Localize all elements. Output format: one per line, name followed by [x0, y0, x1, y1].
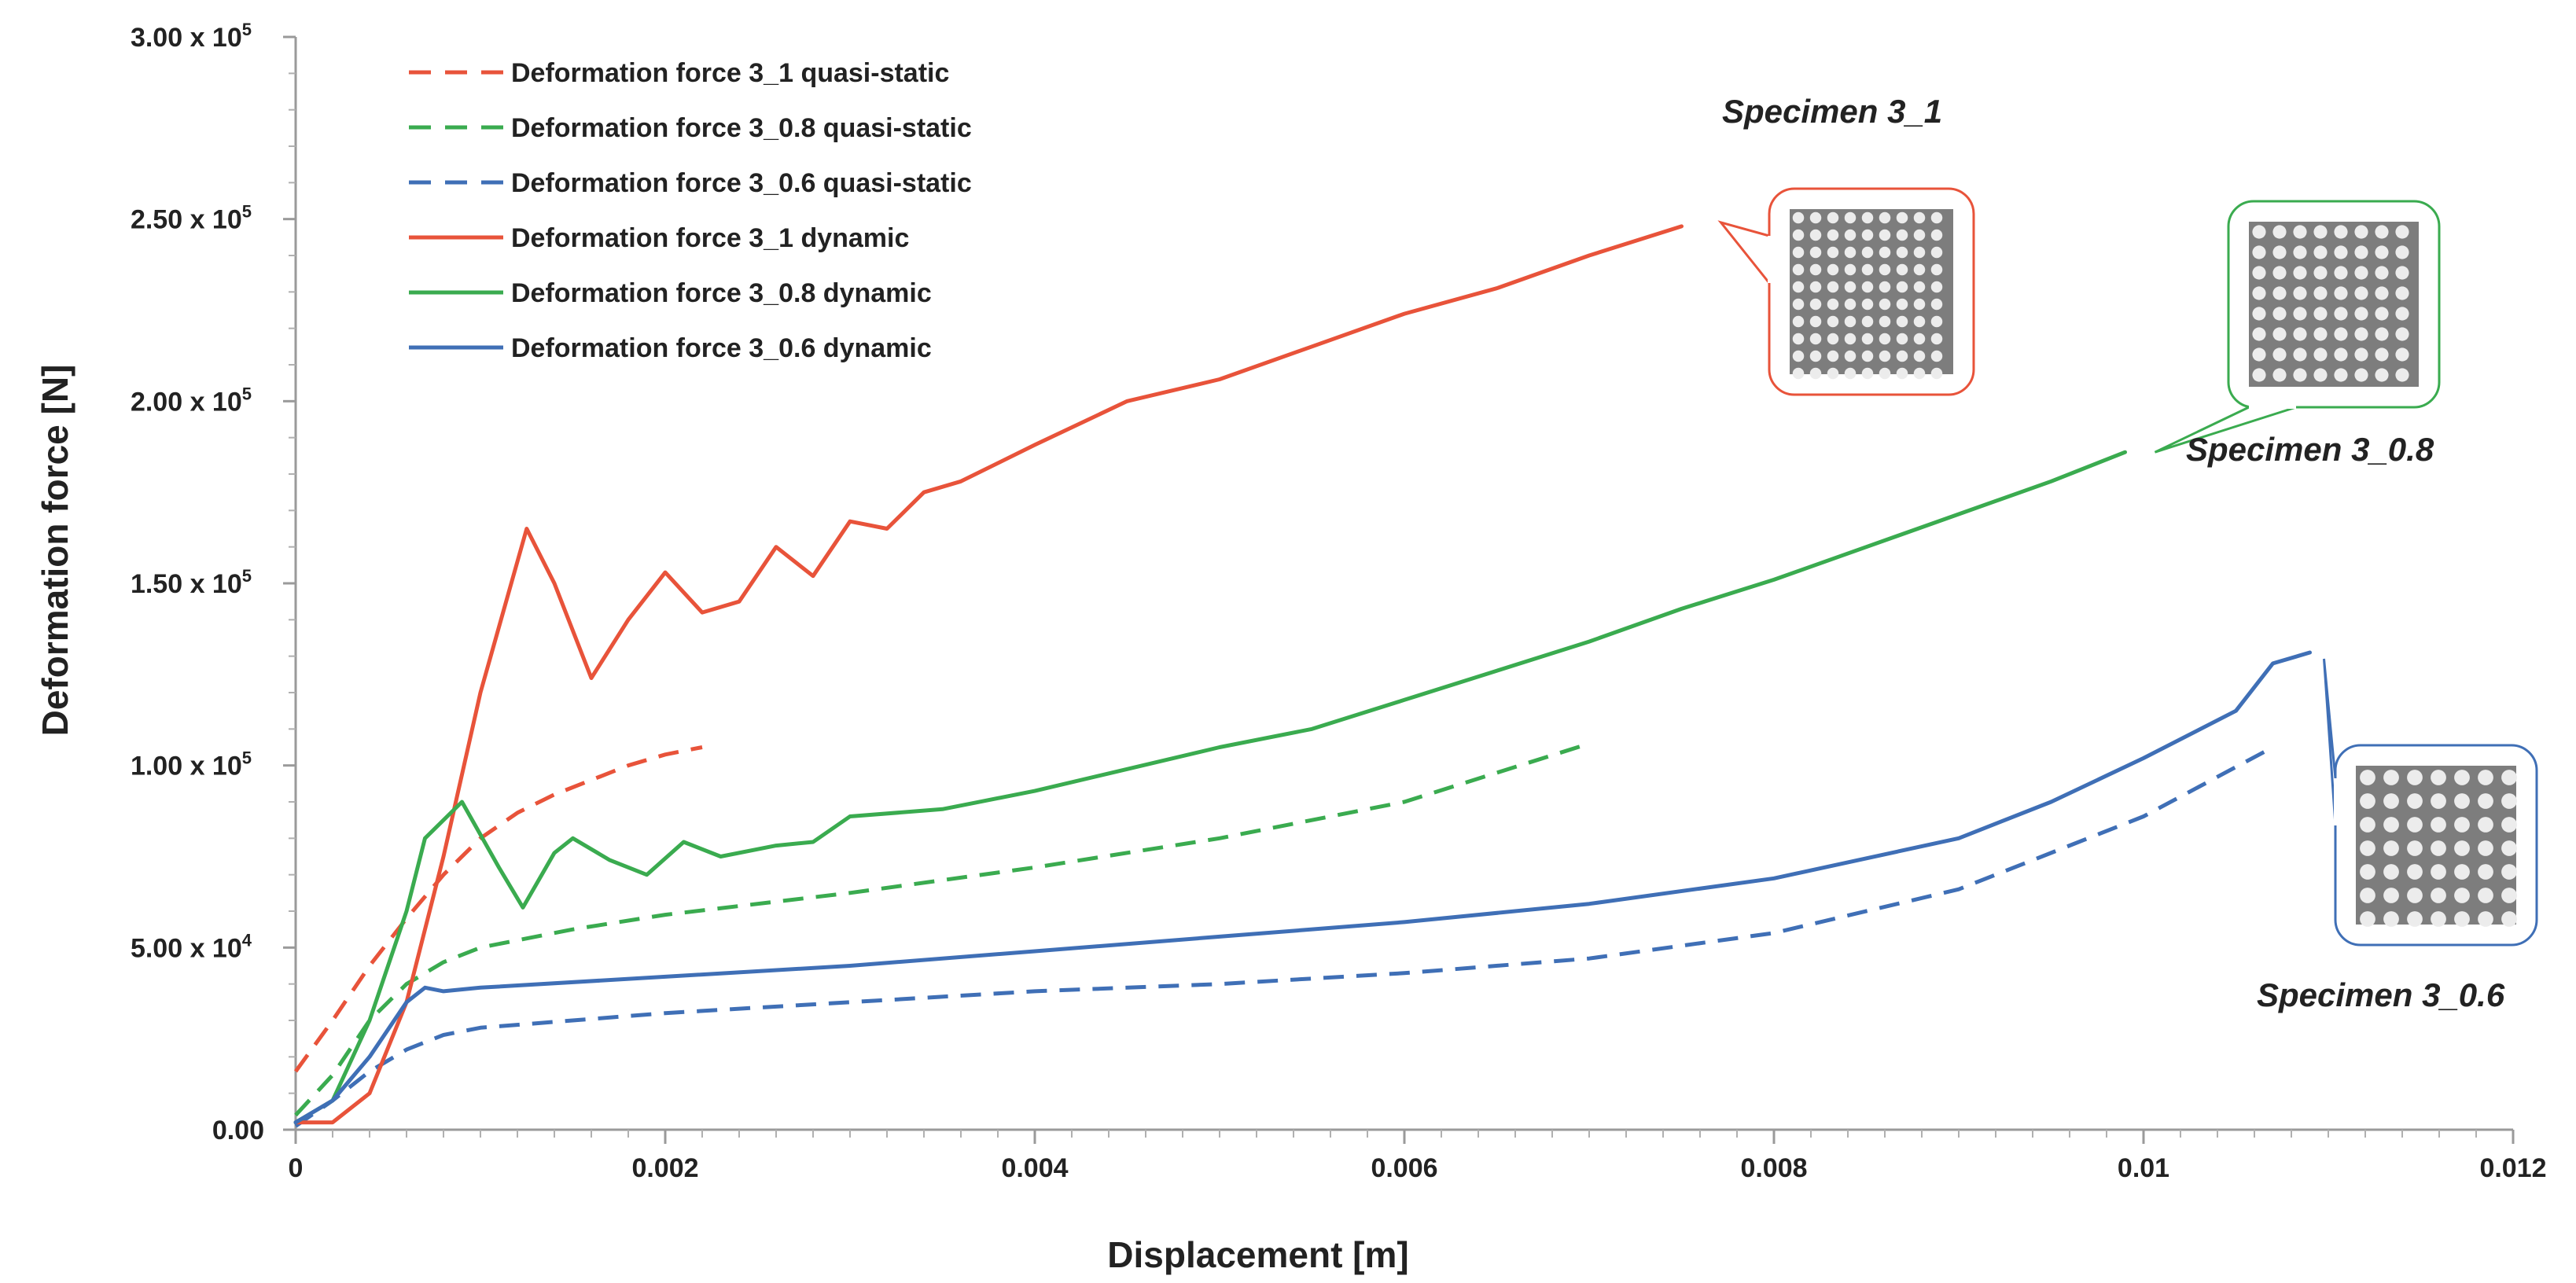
legend-label: Deformation force 3_0.8 quasi-static [511, 113, 972, 143]
legend-item-2: Deformation force 3_0.8 quasi-static [409, 113, 972, 143]
series-line-5 [293, 450, 2127, 1125]
x-tick-label: 0.008 [1740, 1153, 1807, 1183]
y-tick-label: 1.00 x 105 [131, 748, 252, 781]
axes [294, 37, 2513, 1131]
y-tick-label: 2.50 x 105 [131, 202, 252, 235]
annotation-specimen-3-1: Specimen 3_1 [1722, 93, 1942, 130]
legend-item-3: Deformation force 3_0.6 quasi-static [409, 168, 972, 198]
legend: Deformation force 3_1 quasi-static Deform… [409, 58, 972, 363]
legend-item-6: Deformation force 3_0.6 dynamic [409, 333, 932, 363]
series-line-6 [293, 650, 2312, 1125]
x-axis-title: Displacement [m] [1107, 1234, 1408, 1275]
y-tick-label: 3.00 x 105 [131, 20, 252, 53]
callout-pointer [1717, 220, 1771, 287]
annotation-specimen-3-0-8: Specimen 3_0.8 [2186, 431, 2434, 468]
series-line-2 [294, 741, 1590, 1117]
x-axis-ticks: 0 0.002 0.004 0.006 0.008 0.01 0.012 [289, 1130, 2547, 1183]
lattice-image [1790, 209, 1953, 380]
y-tick-label: 5.00 x 104 [131, 930, 252, 963]
y-tick-label: 0.00 [212, 1116, 264, 1145]
legend-item-5: Deformation force 3_0.8 dynamic [409, 278, 932, 308]
specimen-callout-1 [1717, 187, 1975, 396]
x-tick-label: 0.002 [631, 1153, 698, 1183]
x-tick-label: 0 [289, 1153, 304, 1183]
x-tick-label: 0.006 [1371, 1153, 1437, 1183]
legend-label: Deformation force 3_0.6 quasi-static [511, 168, 972, 198]
lattice-image [2356, 766, 2517, 927]
legend-item-4: Deformation force 3_1 dynamic [409, 223, 909, 253]
y-axis-ticks: 0.00 5.00 x 104 1.00 x 105 1.50 x 105 2.00 x… [131, 20, 296, 1145]
specimen-callouts [1717, 187, 2538, 947]
legend-label: Deformation force 3_1 quasi-static [511, 58, 949, 88]
series-lines [293, 224, 2312, 1128]
legend-label: Deformation force 3_1 dynamic [511, 223, 909, 253]
specimen-callout-2 [2154, 200, 2441, 454]
y-tick-label: 1.50 x 105 [131, 566, 252, 599]
y-axis-title: Deformation force [N] [35, 365, 75, 737]
legend-label: Deformation force 3_0.6 dynamic [511, 333, 932, 363]
callout-pointer [2323, 658, 2337, 826]
x-tick-label: 0.004 [1001, 1153, 1068, 1183]
series-line-3 [294, 745, 2274, 1128]
series-line-1 [293, 745, 703, 1073]
annotation-specimen-3-0-6: Specimen 3_0.6 [2257, 976, 2505, 1013]
x-tick-label: 0.01 [2118, 1153, 2169, 1183]
series-line-4 [293, 224, 1684, 1125]
specimen-callout-3 [2323, 658, 2538, 947]
x-tick-label: 0.012 [2479, 1153, 2546, 1183]
y-tick-label: 2.00 x 105 [131, 384, 252, 417]
lattice-image [2249, 222, 2419, 387]
legend-label: Deformation force 3_0.8 dynamic [511, 278, 932, 308]
legend-item-1: Deformation force 3_1 quasi-static [409, 58, 949, 88]
